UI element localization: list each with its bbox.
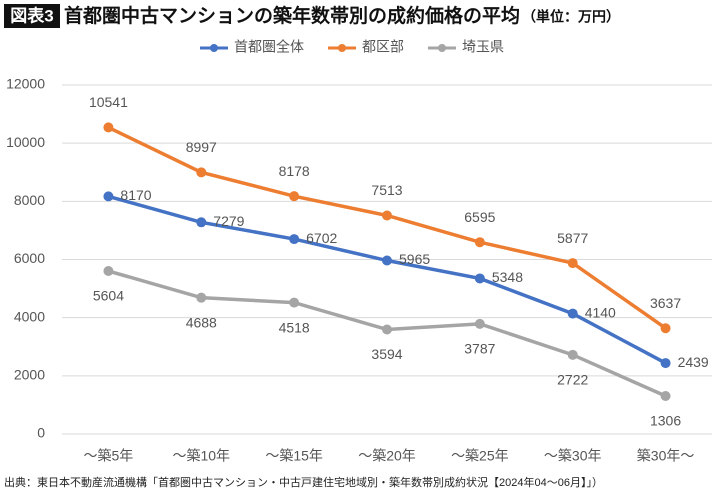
point <box>474 318 485 329</box>
data-label: 5877 <box>557 230 588 246</box>
data-label: 3594 <box>371 346 402 362</box>
data-label: 6702 <box>306 230 337 246</box>
point <box>196 292 207 303</box>
x-tick-label: ～築10年 <box>172 448 230 464</box>
data-label: 2439 <box>678 354 709 370</box>
point <box>103 122 114 133</box>
data-label: 7279 <box>213 213 244 229</box>
chart-subtitle: （単位：万円） <box>522 9 620 25</box>
point <box>382 255 392 266</box>
data-label: 3637 <box>650 295 681 311</box>
point <box>660 391 671 402</box>
x-tick-label: ～築15年 <box>265 448 323 464</box>
point <box>660 323 671 334</box>
data-label: 8170 <box>120 187 151 203</box>
x-tick-label: ～築20年 <box>358 448 416 464</box>
legend-label: 首都圏全体 <box>234 39 304 55</box>
x-tick-label: ～築25年 <box>451 448 509 464</box>
badge-box <box>4 4 60 28</box>
point <box>196 217 207 228</box>
y-tick-label: 2000 <box>14 367 45 383</box>
data-label: 10541 <box>89 94 128 110</box>
figure-label: 図表3 <box>10 5 53 25</box>
point <box>567 349 578 360</box>
y-tick-label: 12000 <box>6 76 45 92</box>
chart-title: 首都圏中古マンションの築年数帯別の成約価格の平均 <box>64 4 520 27</box>
y-tick-label: 8000 <box>14 192 45 208</box>
data-label: 5965 <box>399 251 430 267</box>
legend-label: 都区部 <box>362 39 404 55</box>
data-label: 7513 <box>371 182 402 198</box>
legend-label: 埼玉県 <box>462 39 504 55</box>
y-tick-label: 10000 <box>6 134 45 150</box>
x-tick-label: 築30年～ <box>637 448 695 464</box>
data-label: 4518 <box>279 319 310 335</box>
point <box>660 358 671 369</box>
y-tick-label: 0 <box>37 425 45 441</box>
data-label: 5348 <box>492 269 523 285</box>
point <box>567 258 578 269</box>
point <box>289 297 300 308</box>
data-label: 5604 <box>93 288 124 304</box>
y-tick-label: 4000 <box>14 308 45 324</box>
legend-marker <box>438 44 446 52</box>
legend-marker <box>210 44 218 52</box>
data-label: 4140 <box>585 304 616 320</box>
x-tick-label: ～築30年 <box>544 448 602 464</box>
point <box>196 167 207 178</box>
data-label: 2722 <box>557 372 588 388</box>
point <box>382 210 392 221</box>
x-tick-label: ～築5年 <box>84 448 134 464</box>
data-label: 4688 <box>186 314 217 330</box>
legend-marker <box>338 44 346 52</box>
point <box>474 237 485 248</box>
point <box>382 324 392 335</box>
data-label: 1306 <box>650 413 681 429</box>
data-label: 8997 <box>186 139 217 155</box>
data-label: 6595 <box>464 209 495 225</box>
data-label: 3787 <box>464 341 495 357</box>
point <box>289 234 300 245</box>
data-label: 8178 <box>279 163 310 179</box>
point <box>103 191 114 202</box>
point <box>103 266 114 277</box>
point <box>474 273 485 284</box>
source-note: 出典：東日本不動産流通機構「首都圏中古マンション・中古戸建住宅地域別・築年数帯別… <box>4 475 603 489</box>
point <box>567 308 578 319</box>
point <box>289 191 300 202</box>
y-tick-label: 6000 <box>14 250 45 266</box>
